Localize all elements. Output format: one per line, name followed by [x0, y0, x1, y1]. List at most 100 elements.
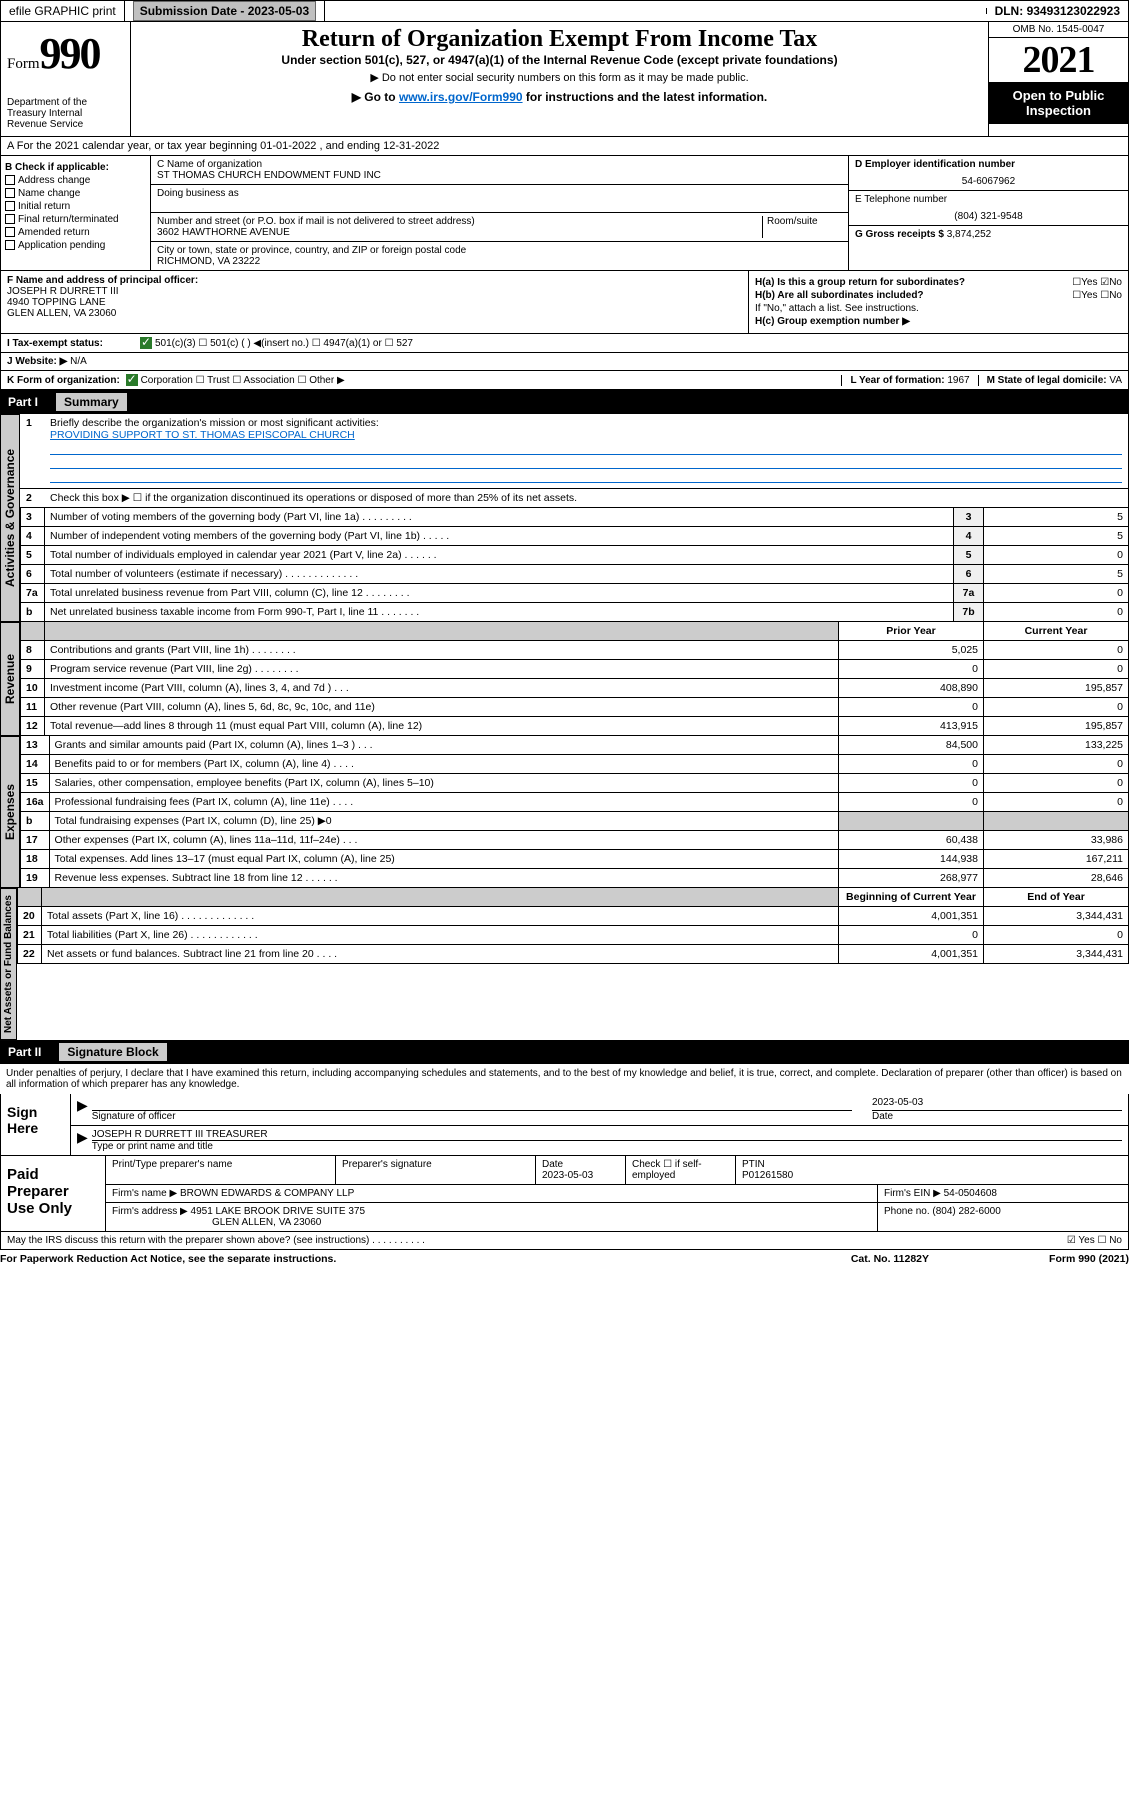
rev-row-11: 11Other revenue (Part VIII, column (A), …	[21, 698, 1129, 717]
org-name-label: C Name of organization	[157, 159, 842, 170]
rev-row-12: 12Total revenue—add lines 8 through 11 (…	[21, 717, 1129, 736]
efile-label: efile GRAPHIC print	[1, 1, 125, 21]
form-header: Form990 Department of the Treasury Inter…	[0, 22, 1129, 137]
addr: 3602 HAWTHORNE AVENUE	[157, 227, 762, 238]
summary-row-6: 6Total number of volunteers (estimate if…	[21, 565, 1129, 584]
dba-label: Doing business as	[157, 188, 842, 199]
sig-declaration: Under penalties of perjury, I declare th…	[0, 1064, 1129, 1094]
officer-name: JOSEPH R DURRETT III	[7, 286, 742, 297]
rev-row-9: 9Program service revenue (Part VIII, lin…	[21, 660, 1129, 679]
sig-officer-label: Signature of officer	[92, 1111, 176, 1122]
officer-addr1: 4940 TOPPING LANE	[7, 297, 742, 308]
exp-row-14: 14Benefits paid to or for members (Part …	[21, 755, 1129, 774]
form-number: 990	[40, 29, 100, 78]
form-ref: Form 990 (2021)	[1049, 1253, 1129, 1265]
col-b: B Check if applicable: Address changeNam…	[1, 156, 151, 270]
summary-row-5: 5Total number of individuals employed in…	[21, 546, 1129, 565]
gross: 3,874,252	[947, 229, 992, 240]
paid-preparer-label: Paid Preparer Use Only	[1, 1156, 106, 1231]
vtab-expenses: Expenses	[0, 736, 20, 888]
ein-label: D Employer identification number	[855, 159, 1122, 170]
summary-row-4: 4Number of independent voting members of…	[21, 527, 1129, 546]
form-sub2: ▶ Do not enter social security numbers o…	[135, 71, 984, 84]
checkbox-application-pending[interactable]: Application pending	[5, 240, 146, 251]
irs-discuss-row: May the IRS discuss this return with the…	[0, 1232, 1129, 1250]
officer-addr2: GLEN ALLEN, VA 23060	[7, 308, 742, 319]
org-name: ST THOMAS CHURCH ENDOWMENT FUND INC	[157, 170, 842, 181]
open-to-public: Open to Public Inspection	[989, 82, 1128, 124]
rev-row-10: 10Investment income (Part VIII, column (…	[21, 679, 1129, 698]
net-row-21: 21Total liabilities (Part X, line 26) . …	[18, 926, 1129, 945]
date-label: Date	[872, 1111, 893, 1122]
block-bc: B Check if applicable: Address changeNam…	[0, 156, 1129, 271]
col-c: C Name of organizationST THOMAS CHURCH E…	[151, 156, 848, 270]
rev-row-8: 8Contributions and grants (Part VIII, li…	[21, 641, 1129, 660]
city: RICHMOND, VA 23222	[157, 256, 842, 267]
section-a: A For the 2021 calendar year, or tax yea…	[0, 137, 1129, 156]
vtab-governance: Activities & Governance	[0, 414, 20, 622]
checkbox-amended-return[interactable]: Amended return	[5, 227, 146, 238]
block-fh: F Name and address of principal officer:…	[0, 271, 1129, 334]
sig-date: 2023-05-03	[872, 1097, 1122, 1111]
dept-label: Department of the Treasury Internal Reve…	[7, 97, 124, 130]
sig-name-label: Type or print name and title	[92, 1141, 213, 1152]
tel: (804) 321-9548	[855, 211, 1122, 222]
net-row-20: 20Total assets (Part X, line 16) . . . .…	[18, 907, 1129, 926]
preparer-block: Paid Preparer Use Only Print/Type prepar…	[0, 1156, 1129, 1232]
part1-header: Part ISummary	[0, 390, 1129, 414]
summary-row-7a: 7aTotal unrelated business revenue from …	[21, 584, 1129, 603]
exp-row-19: 19Revenue less expenses. Subtract line 1…	[21, 869, 1129, 888]
dln-label: DLN:	[995, 4, 1027, 18]
501c3-check-icon	[140, 337, 152, 349]
ha-label: H(a) Is this a group return for subordin…	[755, 277, 965, 288]
form-word: Form	[7, 56, 40, 72]
sign-here-label: Sign Here	[1, 1094, 71, 1155]
paperwork-notice: For Paperwork Reduction Act Notice, see …	[0, 1253, 851, 1265]
exp-row-15: 15Salaries, other compensation, employee…	[21, 774, 1129, 793]
room-label: Room/suite	[762, 216, 842, 238]
summary-row-b: bNet unrelated business taxable income f…	[21, 603, 1129, 622]
exp-row-b: bTotal fundraising expenses (Part IX, co…	[21, 812, 1129, 831]
corp-check-icon	[126, 374, 138, 386]
checkbox-final-return-terminated[interactable]: Final return/terminated	[5, 214, 146, 225]
gross-label: G Gross receipts $	[855, 229, 947, 240]
sig-name: JOSEPH R DURRETT III TREASURER	[92, 1129, 1122, 1141]
top-toolbar: efile GRAPHIC print Submission Date - 20…	[0, 0, 1129, 22]
line-k: K Form of organization: Corporation ☐ Tr…	[0, 371, 1129, 390]
officer-label: F Name and address of principal officer:	[7, 275, 742, 286]
line-j: J Website: ▶ N/A	[0, 353, 1129, 371]
ha-yn: ☐Yes ☑No	[1072, 277, 1122, 288]
checkbox-initial-return[interactable]: Initial return	[5, 201, 146, 212]
hc-label: H(c) Group exemption number ▶	[755, 316, 1122, 327]
cat-no: Cat. No. 11282Y	[851, 1253, 929, 1265]
exp-row-16a: 16aProfessional fundraising fees (Part I…	[21, 793, 1129, 812]
exp-row-13: 13Grants and similar amounts paid (Part …	[21, 736, 1129, 755]
hb-note: If "No," attach a list. See instructions…	[755, 303, 1122, 314]
vtab-net: Net Assets or Fund Balances	[0, 888, 17, 1040]
part2-header: Part IISignature Block	[0, 1040, 1129, 1064]
mission-text: PROVIDING SUPPORT TO ST. THOMAS EPISCOPA…	[50, 429, 355, 441]
tax-year: 2021	[989, 38, 1128, 82]
omb-number: OMB No. 1545-0047	[989, 22, 1128, 38]
checkbox-name-change[interactable]: Name change	[5, 188, 146, 199]
net-row-22: 22Net assets or fund balances. Subtract …	[18, 945, 1129, 964]
addr-label: Number and street (or P.O. box if mail i…	[157, 216, 762, 227]
form-title: Return of Organization Exempt From Incom…	[135, 26, 984, 53]
irs-link[interactable]: www.irs.gov/Form990	[399, 90, 523, 104]
hb-yn: ☐Yes ☐No	[1072, 290, 1122, 301]
line-i: I Tax-exempt status: 501(c)(3) ☐ 501(c) …	[0, 334, 1129, 353]
ein: 54-6067962	[855, 176, 1122, 187]
summary-row-3: 3Number of voting members of the governi…	[21, 508, 1129, 527]
hb-label: H(b) Are all subordinates included?	[755, 290, 924, 301]
tel-label: E Telephone number	[855, 194, 1122, 205]
form-sub1: Under section 501(c), 527, or 4947(a)(1)…	[135, 53, 984, 67]
form-sub3: ▶ Go to www.irs.gov/Form990 for instruct…	[135, 90, 984, 104]
checkbox-address-change[interactable]: Address change	[5, 175, 146, 186]
col-d: D Employer identification number 54-60679…	[848, 156, 1128, 270]
city-label: City or town, state or province, country…	[157, 245, 842, 256]
exp-row-17: 17Other expenses (Part IX, column (A), l…	[21, 831, 1129, 850]
submission-date-btn[interactable]: Submission Date - 2023-05-03	[133, 1, 316, 21]
dln-value: 93493123022923	[1027, 4, 1120, 18]
vtab-revenue: Revenue	[0, 622, 20, 736]
exp-row-18: 18Total expenses. Add lines 13–17 (must …	[21, 850, 1129, 869]
